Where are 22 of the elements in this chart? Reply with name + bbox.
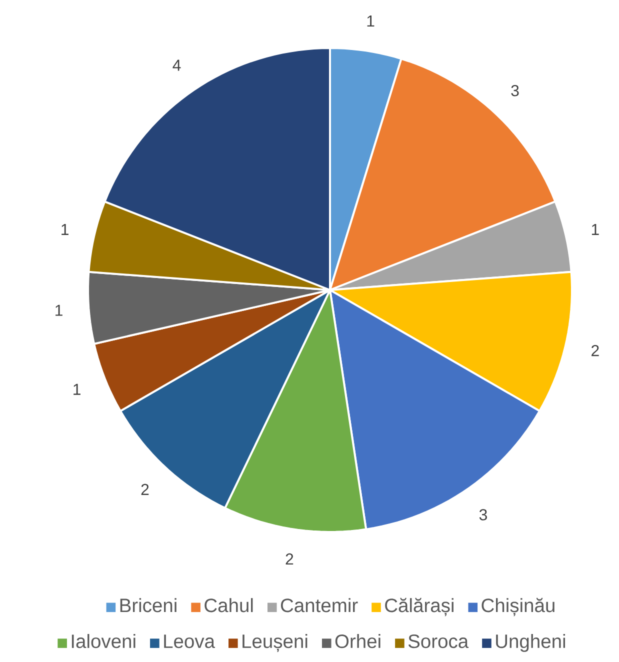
data-label: 1	[367, 16, 374, 27]
data-label: 1	[62, 224, 68, 235]
legend-label: Briceni	[120, 598, 176, 612]
data-label: 1	[592, 224, 599, 235]
legend-label: Cantemir	[280, 598, 358, 612]
legend-label: Orhei	[335, 634, 380, 648]
data-label: 4	[172, 60, 181, 71]
legend-label: Călărași	[385, 598, 454, 616]
data-label: 1	[74, 384, 80, 395]
data-label: 3	[479, 509, 487, 520]
data-label: 2	[141, 484, 149, 495]
legend-label: Soroca	[408, 634, 469, 648]
data-label: 2	[592, 344, 599, 356]
legend-label: Leușeni	[242, 634, 308, 652]
data-label: 3	[511, 84, 519, 96]
legend-label: Ungheni	[496, 634, 566, 652]
legend-label: Ialoveni	[72, 634, 136, 648]
legend-label: Leova	[164, 634, 216, 648]
legend-label: Cahul	[204, 598, 253, 612]
legend-label: Chișinău	[482, 598, 554, 616]
data-label: 2	[286, 553, 294, 565]
data-label: 1	[56, 304, 62, 316]
